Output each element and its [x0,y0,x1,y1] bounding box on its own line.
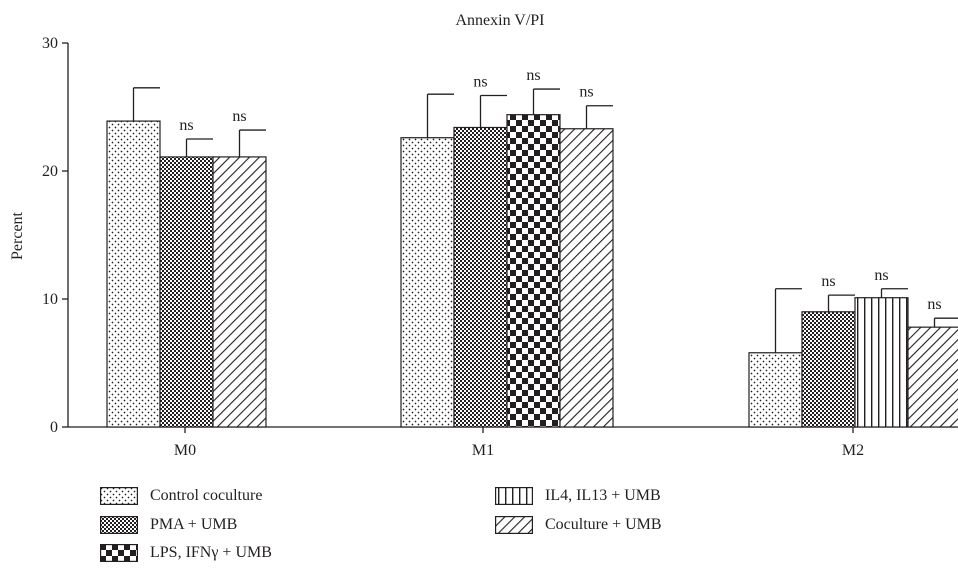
significance-label: ns [179,117,193,134]
significance-label: ns [526,67,540,84]
bar [159,156,214,428]
legend-swatch [495,516,533,534]
x-tick-label: M0 [174,442,196,459]
legend-label: Coculture + UMB [545,516,662,533]
y-tick-label: 10 [42,291,58,308]
significance-label: ns [473,73,487,90]
significance-label: ns [232,108,246,125]
bar [854,297,909,428]
bar [106,120,161,428]
bar [748,352,803,428]
legend-label: IL4, IL13 + UMB [545,487,661,504]
bar [801,311,856,428]
legend-item: PMA + UMB [100,516,237,534]
bar [453,126,508,428]
chart-title: Annexin V/PI [455,12,544,29]
legend-swatch [100,487,138,505]
legend-item: Control coculture [100,487,262,505]
bar [907,326,958,428]
x-tick-label: M1 [472,442,494,459]
bar [212,156,267,428]
legend-label: LPS, IFNγ + UMB [150,544,272,561]
x-tick-label: M2 [842,442,864,459]
bar [400,137,455,428]
significance-label: ns [579,84,593,101]
significance-label: ns [927,296,941,313]
legend-item: IL4, IL13 + UMB [495,487,661,505]
bars: ns ns ns ns ns ns ns ns [106,67,958,428]
y-tick-label: 30 [42,35,58,52]
legend-swatch [100,516,138,534]
bar [559,128,614,428]
significance-label: ns [821,273,835,290]
legend-swatch [100,544,138,562]
legend-label: PMA + UMB [150,516,238,533]
legend-item: Coculture + UMB [495,516,662,534]
y-tick-label: 0 [50,419,58,436]
legend-label: Control coculture [150,487,263,504]
y-axis-label: Percent [9,211,26,260]
significance-label: ns [874,267,888,284]
legend-swatch [495,487,533,505]
y-tick-label: 20 [42,163,58,180]
bar [506,114,561,428]
legend-item: LPS, IFNγ + UMB [100,544,272,562]
